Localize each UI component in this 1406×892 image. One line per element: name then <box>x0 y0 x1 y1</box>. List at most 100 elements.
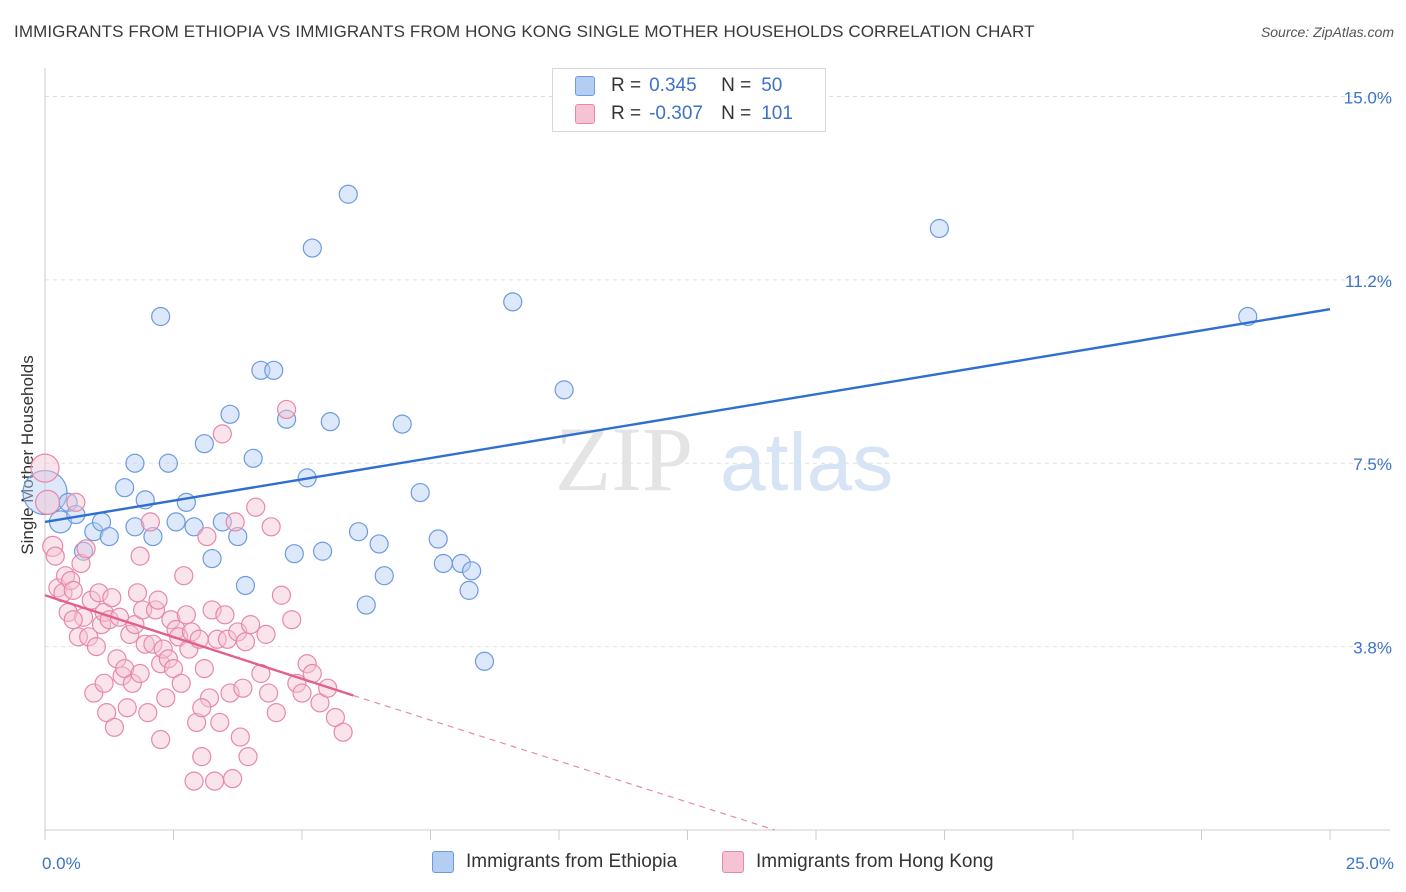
data-point-hongkong-83 <box>266 703 286 723</box>
data-point-hongkong-1 <box>34 489 61 515</box>
data-point-hongkong-74 <box>230 727 250 747</box>
legend-item-hongkong[interactable]: Immigrants from Hong Kong <box>722 851 994 873</box>
data-point-hongkong-97 <box>151 729 171 750</box>
data-point-ethiopia-8 <box>115 478 135 498</box>
legend-r-label: R = <box>611 75 642 96</box>
data-point-hongkong-70 <box>220 683 240 703</box>
legend-swatch-ethiopia <box>432 851 454 873</box>
data-point-hongkong-24 <box>102 588 122 608</box>
data-point-hongkong-67 <box>212 424 232 444</box>
trend-lines <box>44 307 1331 831</box>
legend-label-hongkong: Immigrants from Hong Kong <box>756 851 994 872</box>
data-point-hongkong-47 <box>161 610 181 630</box>
data-point-hongkong-52 <box>174 566 194 586</box>
legend-item-ethiopia[interactable]: Immigrants from Ethiopia <box>432 851 677 873</box>
data-point-hongkong-38 <box>138 703 158 723</box>
data-point-hongkong-75 <box>233 678 253 698</box>
data-point-hongkong-30 <box>117 698 137 718</box>
chart-title: IMMIGRANTS FROM ETHIOPIA VS IMMIGRANTS F… <box>14 22 1035 41</box>
data-point-ethiopia-46 <box>503 292 523 312</box>
data-point-ethiopia-15 <box>166 512 186 532</box>
data-point-ethiopia-37 <box>374 566 394 586</box>
data-point-hongkong-60 <box>194 659 214 679</box>
data-point-ethiopia-14 <box>158 453 178 473</box>
data-point-hongkong-25 <box>104 717 124 737</box>
trend-line-ethiopia <box>44 307 1331 524</box>
data-point-hongkong-66 <box>210 712 230 733</box>
legend-n-label: N = <box>721 103 752 124</box>
data-point-hongkong-88 <box>292 683 312 703</box>
data-point-ethiopia-47 <box>554 380 574 400</box>
legend-r-label: R = <box>611 103 642 124</box>
y-tick-label-0: 15.0% <box>1344 88 1392 107</box>
data-point-hongkong-78 <box>241 615 261 635</box>
legend-swatch-hongkong <box>575 104 595 124</box>
data-point-ethiopia-23 <box>235 575 256 596</box>
axes <box>44 68 1390 840</box>
data-point-ethiopia-44 <box>462 561 482 581</box>
data-point-hongkong-86 <box>282 610 302 630</box>
data-point-hongkong-18 <box>86 637 107 657</box>
data-point-hongkong-100 <box>130 663 150 684</box>
data-point-hongkong-44 <box>153 639 173 659</box>
data-point-ethiopia-31 <box>312 541 333 561</box>
data-point-hongkong-94 <box>333 722 353 742</box>
data-point-ethiopia-42 <box>451 553 471 574</box>
x-tick-label-max: 25.0% <box>1346 854 1394 873</box>
data-point-ethiopia-45 <box>474 651 495 671</box>
data-point-hongkong-10 <box>66 492 86 512</box>
data-point-hongkong-79 <box>246 497 266 517</box>
trend-line-hongkong-extension <box>353 694 776 831</box>
legend-swatch-ethiopia <box>575 76 595 96</box>
legend-n-value: 50 <box>761 75 783 96</box>
data-point-hongkong-82 <box>261 517 281 537</box>
data-point-hongkong-89 <box>297 654 317 674</box>
data-point-hongkong-46 <box>158 649 178 669</box>
data-point-ethiopia-43 <box>459 580 479 600</box>
data-point-ethiopia-39 <box>410 482 430 503</box>
data-point-hongkong-32 <box>122 673 142 693</box>
data-point-hongkong-53 <box>176 605 196 625</box>
data-point-ethiopia-5 <box>84 522 104 542</box>
data-point-hongkong-31 <box>120 624 140 644</box>
data-point-ethiopia-38 <box>392 414 412 434</box>
data-point-hongkong-95 <box>258 683 279 703</box>
data-point-hongkong-85 <box>276 399 297 420</box>
data-point-hongkong-99 <box>63 610 83 630</box>
data-point-ethiopia-9 <box>125 517 145 537</box>
data-point-hongkong-96 <box>192 698 212 718</box>
gridlines <box>45 95 1390 648</box>
data-point-ethiopia-16 <box>176 492 196 512</box>
data-point-ethiopia-4 <box>73 541 94 561</box>
data-point-hongkong-59 <box>192 747 212 767</box>
stats-legend: R = 0.345 N = 50 R = -0.307 N = 101 <box>552 68 826 132</box>
legend-r-value: 0.345 <box>649 75 697 96</box>
y-tick-label-3: 3.8% <box>1353 639 1392 658</box>
data-point-ethiopia-21 <box>220 404 240 424</box>
data-point-ethiopia-24 <box>243 448 263 468</box>
data-point-ethiopia-12 <box>143 526 163 547</box>
y-tick-label-2: 7.5% <box>1353 455 1392 474</box>
data-point-hongkong-51 <box>171 673 191 693</box>
data-point-hongkong-9 <box>63 580 83 600</box>
legend-swatch-hongkong <box>722 851 744 873</box>
series-hongkong-points <box>30 399 353 791</box>
data-point-hongkong-55 <box>181 622 202 642</box>
data-point-ethiopia-41 <box>433 553 453 574</box>
data-point-ethiopia-36 <box>369 534 389 554</box>
data-point-hongkong-40 <box>143 634 163 654</box>
data-point-hongkong-17 <box>84 683 104 703</box>
data-point-ethiopia-34 <box>348 522 369 542</box>
data-point-hongkong-57 <box>187 712 207 733</box>
data-point-hongkong-37 <box>135 634 155 654</box>
data-point-hongkong-84 <box>271 585 292 605</box>
data-point-ethiopia-48 <box>929 218 949 239</box>
data-point-hongkong-45 <box>156 688 176 708</box>
data-point-hongkong-42 <box>148 590 168 610</box>
data-point-hongkong-76 <box>235 632 256 652</box>
data-point-ethiopia-19 <box>202 548 222 569</box>
data-point-ethiopia-10 <box>125 453 145 473</box>
data-point-ethiopia-32 <box>320 412 340 432</box>
data-point-ethiopia-30 <box>302 238 322 258</box>
data-point-hongkong-34 <box>127 583 148 603</box>
